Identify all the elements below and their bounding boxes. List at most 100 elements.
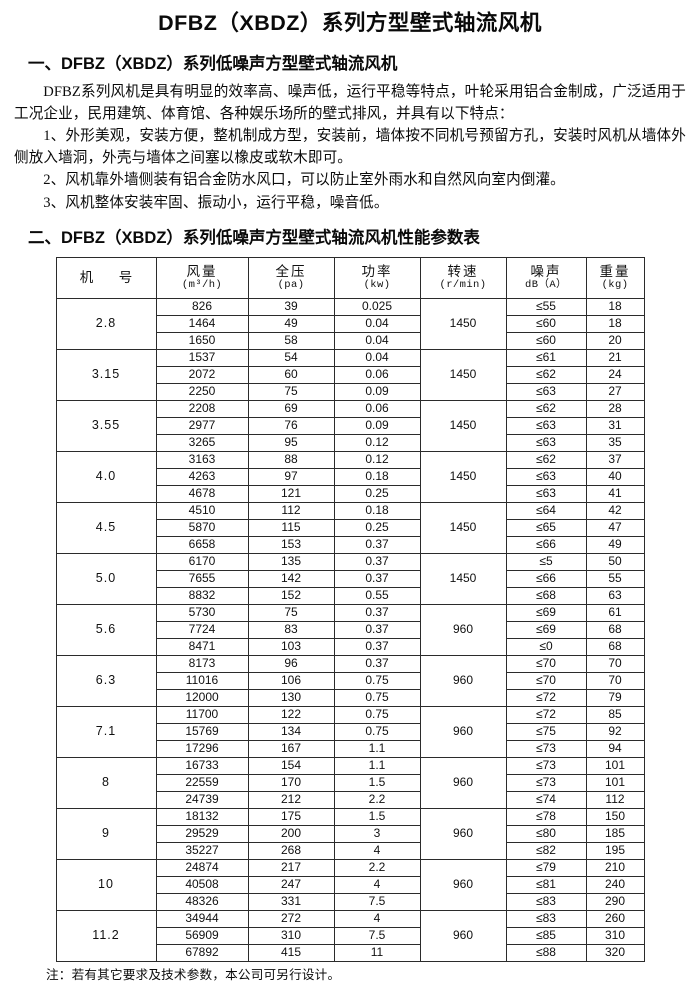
cell-flow: 4510	[155, 501, 249, 520]
cell-power: 1.1	[333, 739, 421, 758]
cell-noise: ≤72	[505, 688, 587, 707]
cell-flow: 1464	[155, 314, 249, 333]
cell-flow: 7655	[155, 569, 249, 588]
cell-flow: 67892	[155, 943, 249, 962]
cell-weight: 50	[585, 552, 645, 571]
cell-flow: 3265	[155, 433, 249, 452]
cell-flow: 826	[155, 297, 249, 316]
spec-table-header: 机 号 风量 (m³/h) 全压 (pa) 功率 (kw)	[55, 256, 645, 299]
cell-noise: ≤79	[505, 858, 587, 877]
table-row: 11.2 34944 272 4 960 ≤83 260	[55, 909, 645, 962]
cell-model: 10	[55, 858, 157, 911]
cell-noise: ≤62	[505, 365, 587, 384]
cell-pressure: 76	[247, 416, 335, 435]
cell-noise: ≤66	[505, 569, 587, 588]
spec-table: 机 号 风量 (m³/h) 全压 (pa) 功率 (kw)	[55, 256, 645, 962]
cell-weight: 290	[585, 892, 645, 911]
cell-weight: 68	[585, 620, 645, 639]
cell-noise: ≤62	[505, 450, 587, 469]
cell-power: 0.12	[333, 450, 421, 469]
cell-pressure: 49	[247, 314, 335, 333]
cell-noise: ≤72	[505, 705, 587, 724]
cell-flow: 5730	[155, 603, 249, 622]
cell-noise: ≤63	[505, 484, 587, 503]
cell-power: 0.37	[333, 535, 421, 554]
cell-pressure: 115	[247, 518, 335, 537]
cell-noise: ≤73	[505, 773, 587, 792]
cell-power: 0.55	[333, 586, 421, 605]
cell-pressure: 69	[247, 399, 335, 418]
cell-pressure: 97	[247, 467, 335, 486]
cell-noise: ≤63	[505, 433, 587, 452]
cell-power: 0.25	[333, 484, 421, 503]
column-header-power-unit: (kw)	[363, 279, 391, 292]
cell-flow: 35227	[155, 841, 249, 860]
cell-pressure: 175	[247, 807, 335, 826]
cell-pressure: 170	[247, 773, 335, 792]
cell-noise: ≤82	[505, 841, 587, 860]
cell-speed: 1450	[419, 399, 507, 452]
table-row: 2977 76 0.09 ≤63 31	[56, 416, 645, 435]
column-header-weight-unit: (kg)	[601, 279, 629, 292]
document-page: DFBZ（XBDZ）系列方型壁式轴流风机 一、DFBZ（XBDZ）系列低噪声方型…	[0, 11, 700, 982]
cell-weight: 24	[585, 365, 645, 384]
cell-power: 0.06	[333, 365, 421, 384]
column-header-weight: 重量 (kg)	[585, 256, 645, 299]
cell-noise: ≤68	[505, 586, 587, 605]
cell-flow: 40508	[155, 875, 249, 894]
table-row: 5.0 6170 135 0.37 1450 ≤5 50	[55, 552, 645, 605]
cell-flow: 24739	[155, 790, 249, 809]
column-header-model-label: 机 号	[79, 269, 139, 285]
cell-power: 0.37	[333, 569, 421, 588]
page-title: DFBZ（XBDZ）系列方型壁式轴流风机	[158, 11, 542, 35]
cell-flow: 4678	[155, 484, 249, 503]
cell-power: 0.25	[333, 518, 421, 537]
cell-flow: 5870	[155, 518, 249, 537]
cell-speed: 960	[419, 909, 507, 962]
column-header-power-label: 功率	[361, 263, 393, 279]
cell-flow: 56909	[155, 926, 249, 945]
cell-weight: 55	[585, 569, 645, 588]
cell-weight: 42	[585, 501, 645, 520]
cell-pressure: 95	[247, 433, 335, 452]
cell-model: 9	[55, 807, 157, 860]
cell-weight: 79	[585, 688, 645, 707]
cell-pressure: 415	[247, 943, 335, 962]
cell-weight: 260	[585, 909, 645, 928]
cell-pressure: 142	[247, 569, 335, 588]
cell-model: 2.8	[55, 297, 157, 350]
column-header-power: 功率 (kw)	[333, 256, 421, 299]
cell-speed: 960	[419, 603, 507, 656]
cell-power: 2.2	[333, 858, 421, 877]
column-header-model: 机 号	[55, 256, 157, 299]
paragraph-feature-1: 1、外形美观，安装方便，整机制成方型，安装前，墙体按不同机号预留方孔，安装时风机…	[14, 128, 686, 167]
section-one-heading: 一、DFBZ（XBDZ）系列低噪声方型壁式轴流风机	[28, 55, 398, 74]
cell-noise: ≤55	[505, 297, 587, 316]
cell-flow: 3163	[155, 450, 249, 469]
cell-flow: 22559	[155, 773, 249, 792]
cell-noise: ≤5	[505, 552, 587, 571]
cell-pressure: 217	[247, 858, 335, 877]
section-two: 二、DFBZ（XBDZ）系列低噪声方型壁式轴流风机性能参数表	[0, 214, 700, 255]
cell-power: 1.5	[333, 773, 421, 792]
cell-flow: 8471	[155, 637, 249, 656]
cell-noise: ≤74	[505, 790, 587, 809]
table-row: 5.6 5730 75 0.37 960 ≤69 61	[55, 603, 645, 656]
cell-flow: 18132	[155, 807, 249, 826]
cell-model: 4.5	[55, 501, 157, 554]
table-row: 3.15 1537 54 0.04 1450 ≤61 21	[55, 348, 645, 401]
cell-noise: ≤63	[505, 467, 587, 486]
cell-model: 5.0	[55, 552, 157, 605]
cell-weight: 70	[585, 654, 645, 673]
table-row: 2250 75 0.09 ≤63 27	[56, 382, 645, 401]
cell-pressure: 96	[247, 654, 335, 673]
table-footnote: 注：若有其它要求及技术参数，本公司可另行设计。	[46, 967, 341, 982]
cell-noise: ≤60	[505, 331, 587, 350]
cell-noise: ≤88	[505, 943, 587, 962]
cell-pressure: 200	[247, 824, 335, 843]
cell-pressure: 75	[247, 603, 335, 622]
table-row: 17296 167 1.1 ≤73 94	[56, 739, 645, 758]
cell-weight: 21	[585, 348, 645, 367]
cell-flow: 2208	[155, 399, 249, 418]
cell-weight: 85	[585, 705, 645, 724]
